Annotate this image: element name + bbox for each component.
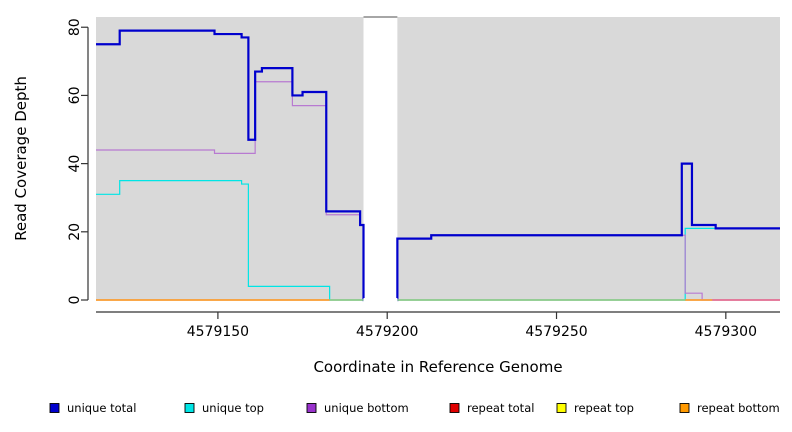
y-tick-label-60: 60 bbox=[67, 87, 83, 105]
legend-swatch-repeat-total bbox=[449, 403, 460, 413]
coverage-gap-region bbox=[363, 17, 398, 300]
x-tick-label-4579200: 4579200 bbox=[356, 324, 418, 340]
legend-item-repeat-top[interactable]: repeat top bbox=[556, 401, 634, 415]
x-tick-label-4579150: 4579150 bbox=[187, 324, 249, 340]
y-tick-label-20: 20 bbox=[67, 223, 83, 241]
legend-label-unique-total: unique total bbox=[67, 401, 136, 415]
legend-swatch-repeat-top bbox=[556, 403, 567, 413]
x-tick-label-4579250: 4579250 bbox=[525, 324, 587, 340]
legend-item-unique-top[interactable]: unique top bbox=[184, 401, 264, 415]
legend-item-unique-total[interactable]: unique total bbox=[49, 401, 136, 415]
y-tick-label-40: 40 bbox=[67, 155, 83, 173]
y-tick-label-0: 0 bbox=[67, 296, 83, 305]
baseline-segments bbox=[96, 298, 780, 302]
legend-swatch-unique-bottom bbox=[306, 403, 317, 413]
x-axis-title: Coordinate in Reference Genome bbox=[313, 358, 562, 376]
baseline-gap-mask bbox=[363, 298, 398, 302]
legend-label-unique-bottom: unique bottom bbox=[324, 401, 409, 415]
y-tick-label-80: 80 bbox=[67, 18, 83, 36]
axes-group: 0 20 40 60 80 4579150 4579200 4579250 4579300 bbox=[67, 18, 780, 340]
legend: unique total unique top unique bottom repea… bbox=[49, 401, 780, 415]
legend-label-repeat-top: repeat top bbox=[574, 401, 634, 415]
legend-label-unique-top: unique top bbox=[202, 401, 264, 415]
legend-swatch-unique-total bbox=[49, 403, 60, 413]
series-line-unique-total bbox=[96, 29, 780, 302]
legend-label-repeat-total: repeat total bbox=[467, 401, 534, 415]
legend-label-repeat-bottom: repeat bottom bbox=[697, 401, 780, 415]
legend-swatch-unique-top bbox=[184, 403, 195, 413]
y-axis-title: Read Coverage Depth bbox=[12, 76, 30, 241]
x-tick-label-4579300: 4579300 bbox=[695, 324, 757, 340]
legend-item-repeat-bottom[interactable]: repeat bottom bbox=[679, 401, 780, 415]
legend-item-repeat-total[interactable]: repeat total bbox=[449, 401, 534, 415]
legend-item-unique-bottom[interactable]: unique bottom bbox=[306, 401, 409, 415]
legend-swatch-repeat-bottom bbox=[679, 403, 690, 413]
plot-background bbox=[96, 17, 780, 300]
